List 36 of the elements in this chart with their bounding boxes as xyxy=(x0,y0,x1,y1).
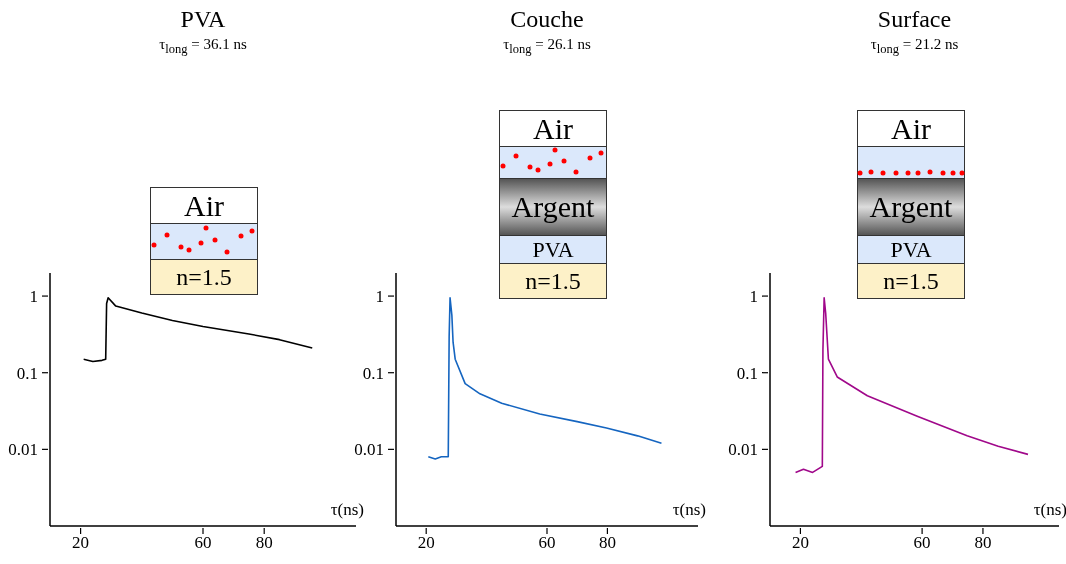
y-tick-label: 1 xyxy=(749,287,758,307)
line-series xyxy=(794,296,1029,474)
chart-subtitle: τ$_{long}$ = 36.1 ns xyxy=(158,36,248,57)
layer-stack-diagram: Air Argent PVA n=1.5 xyxy=(499,110,607,299)
chart-title: Surface xyxy=(876,6,953,33)
y-tick-label: 0.1 xyxy=(16,363,38,383)
y-tick-label: 1 xyxy=(29,287,38,307)
x-tick-label: 60 xyxy=(913,533,931,552)
y-tick-label: 0.1 xyxy=(736,363,758,383)
x-tick-label: 20 xyxy=(72,533,90,552)
y-tick-label: 1 xyxy=(375,287,384,307)
x-axis-title: τ(ns) xyxy=(671,500,706,520)
x-tick-label: 80 xyxy=(598,533,616,552)
chart-subtitle: τ$_{long}$ = 21.2 ns xyxy=(869,36,960,57)
x-axis-title: τ(ns) xyxy=(329,500,364,520)
annotation: n=1.5 xyxy=(525,267,581,295)
line-series xyxy=(427,296,663,460)
y-tick-label: 0.01 xyxy=(8,440,38,460)
y-tick-label: 0.01 xyxy=(728,440,758,460)
chart-title: PVA xyxy=(179,6,227,33)
y-tick-label: 0.1 xyxy=(362,363,384,383)
layer-stack-diagram: Air Argent PVA n=1.5 xyxy=(857,110,965,299)
x-tick-label: 20 xyxy=(791,533,809,552)
chart-title: Couche xyxy=(509,6,585,33)
x-tick-label: 80 xyxy=(974,533,992,552)
y-tick-label: 0.01 xyxy=(354,440,384,460)
x-tick-label: 80 xyxy=(255,533,273,552)
x-axis-title: τ(ns) xyxy=(1032,500,1066,520)
layer-stack-diagram: Air n=1.5 xyxy=(150,187,258,295)
annotation: n=1.5 xyxy=(883,267,939,295)
x-tick-label: 60 xyxy=(194,533,212,552)
line-series xyxy=(82,296,314,363)
annotation: n=1.5 xyxy=(176,263,232,291)
chart-subtitle: τ$_{long}$ = 26.1 ns xyxy=(502,36,592,57)
x-tick-label: 20 xyxy=(417,533,435,552)
x-tick-label: 60 xyxy=(538,533,556,552)
